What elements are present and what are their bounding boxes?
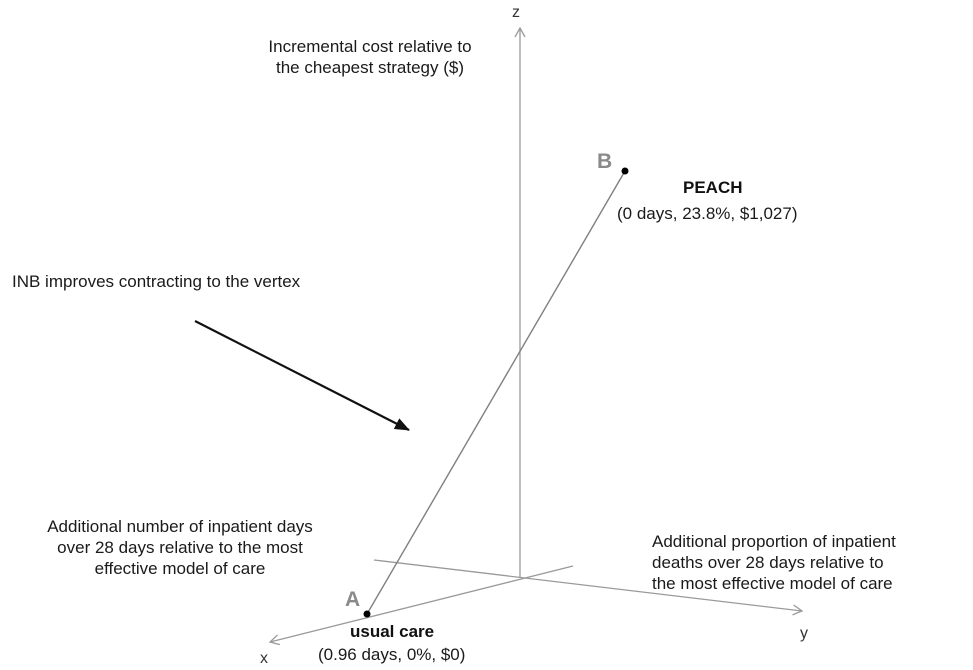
- annotation-arrow: [194, 320, 410, 431]
- annotation-text: INB improves contracting to the vertex: [12, 272, 301, 291]
- z-axis-label: Incremental cost relative to the cheapes…: [225, 36, 515, 78]
- y-axis-label-line-3: the most effective model of care: [652, 574, 893, 593]
- y-axis-line: [373, 559, 804, 616]
- y-axis-label-line-1: Additional proportion of inpatient: [652, 532, 896, 551]
- z-axis-label-line-1: Incremental cost relative to: [268, 37, 472, 56]
- point-b-name: PEACH: [683, 178, 743, 197]
- x-axis-label: Additional number of inpatient days over…: [0, 516, 360, 579]
- y-axis-letter: y: [800, 625, 808, 642]
- point-a-marker: [363, 610, 371, 618]
- point-b-values: (0 days, 23.8%, $1,027): [617, 204, 798, 223]
- x-axis-line: [268, 565, 574, 646]
- x-axis-label-line-1: Additional number of inpatient days: [47, 517, 313, 536]
- point-b-marker: [621, 167, 629, 175]
- x-axis-label-line-3: effective model of care: [94, 559, 266, 578]
- point-a-values: (0.96 days, 0%, $0): [318, 645, 466, 664]
- x-axis-label-line-2: over 28 days relative to the most: [57, 538, 303, 557]
- point-a-name: usual care: [350, 622, 435, 641]
- point-b-letter: B: [597, 150, 613, 173]
- point-a-letter: A: [345, 588, 361, 611]
- z-axis-label-line-2: the cheapest strategy ($): [275, 58, 465, 77]
- y-axis-label: Additional proportion of inpatient death…: [652, 531, 896, 594]
- segment-a-b: [366, 170, 626, 615]
- x-axis-letter: x: [260, 650, 268, 667]
- y-axis-label-line-2: deaths over 28 days relative to: [652, 553, 884, 572]
- z-axis-letter: z: [512, 4, 520, 21]
